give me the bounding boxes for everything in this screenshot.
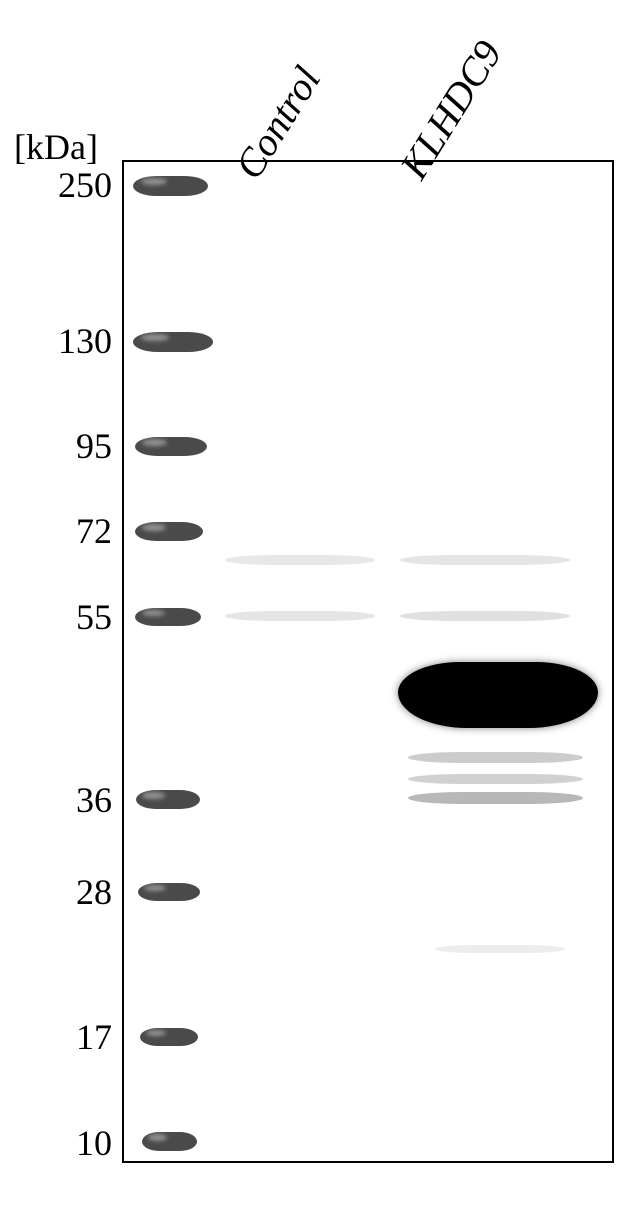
faint-band-2 — [225, 611, 375, 621]
faint-band-7 — [435, 945, 565, 953]
marker-28: 28 — [0, 871, 112, 913]
marker-10: 10 — [0, 1122, 112, 1164]
ladder-band-7 — [140, 1028, 198, 1046]
faint-band-1 — [400, 555, 570, 565]
ladder-band-0 — [133, 176, 208, 196]
ladder-band-6 — [138, 883, 200, 901]
ladder-band-4 — [135, 608, 201, 626]
ladder-band-8 — [142, 1132, 197, 1151]
ladder-band-2 — [135, 437, 207, 456]
ladder-band-5 — [136, 790, 200, 809]
faint-band-4 — [408, 752, 583, 763]
axis-unit-label: [kDa] — [14, 126, 98, 168]
marker-17: 17 — [0, 1016, 112, 1058]
marker-36: 36 — [0, 779, 112, 821]
marker-250: 250 — [0, 164, 112, 206]
faint-band-5 — [408, 774, 583, 784]
marker-55: 55 — [0, 596, 112, 638]
marker-95: 95 — [0, 425, 112, 467]
western-blot-figure: [kDa] 25013095725536281710 ControlKLHDC9 — [0, 0, 640, 1208]
faint-band-6 — [408, 792, 583, 804]
ladder-band-3 — [135, 522, 203, 541]
faint-band-0 — [225, 555, 375, 565]
faint-band-3 — [400, 611, 570, 621]
ladder-band-1 — [133, 332, 213, 352]
marker-130: 130 — [0, 320, 112, 362]
klhdc9-main-band — [398, 662, 598, 728]
marker-72: 72 — [0, 510, 112, 552]
